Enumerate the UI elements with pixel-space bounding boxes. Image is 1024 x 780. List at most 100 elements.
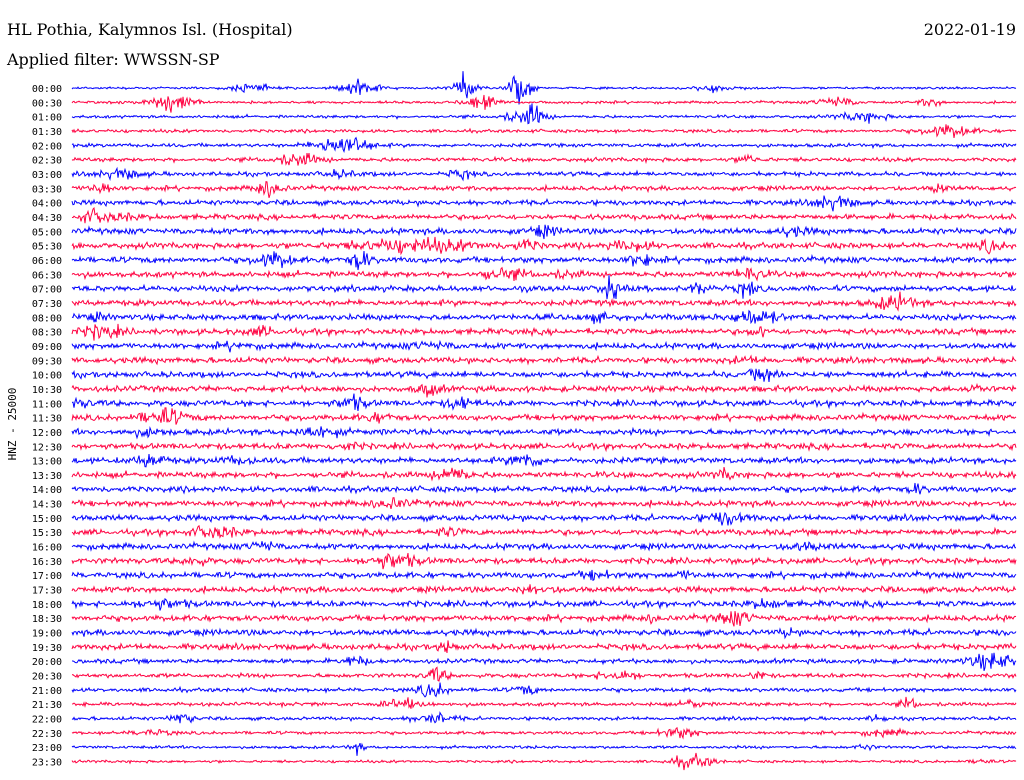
row-time-label: 15:30 bbox=[32, 528, 62, 539]
row-time-label: 06:30 bbox=[32, 270, 62, 281]
seismic-trace bbox=[71, 711, 1017, 724]
row-time-label: 09:30 bbox=[32, 356, 62, 367]
row-time-label: 04:00 bbox=[32, 199, 62, 210]
row-time-label: 13:00 bbox=[32, 457, 62, 468]
row-time-label: 22:30 bbox=[32, 729, 62, 740]
row-time-label: 03:30 bbox=[32, 184, 62, 195]
seismic-trace bbox=[71, 742, 1017, 756]
row-time-label: 11:30 bbox=[32, 414, 62, 425]
row-time-label: 01:00 bbox=[32, 113, 62, 124]
seismic-trace bbox=[71, 275, 1017, 300]
row-time-label: 09:00 bbox=[32, 342, 62, 353]
seismic-trace bbox=[71, 598, 1016, 611]
seismic-trace bbox=[71, 224, 1017, 240]
row-time-label: 12:30 bbox=[32, 442, 62, 453]
row-time-label: 19:00 bbox=[32, 629, 62, 640]
seismic-trace bbox=[71, 453, 1017, 468]
seismic-trace bbox=[71, 103, 1017, 125]
row-time-label: 08:00 bbox=[32, 313, 62, 324]
row-time-label: 14:30 bbox=[32, 500, 62, 511]
seismic-trace bbox=[71, 291, 1017, 312]
seismic-trace bbox=[71, 569, 1017, 582]
record-date: 2022-01-19 bbox=[923, 20, 1016, 39]
seismic-trace bbox=[71, 696, 1017, 709]
row-time-label: 14:00 bbox=[32, 485, 62, 496]
row-time-label: 00:00 bbox=[32, 84, 62, 95]
seismic-trace bbox=[71, 511, 1017, 526]
row-time-label: 18:00 bbox=[32, 600, 62, 611]
row-time-label: 16:00 bbox=[32, 543, 62, 554]
seismic-trace bbox=[71, 584, 1017, 595]
seismic-trace bbox=[71, 236, 1017, 256]
row-time-label: 13:30 bbox=[32, 471, 62, 482]
row-time-label: 10:00 bbox=[32, 371, 62, 382]
seismic-trace bbox=[71, 752, 1017, 771]
seismic-trace bbox=[71, 339, 1017, 353]
row-time-label: 00:30 bbox=[32, 98, 62, 109]
seismic-trace bbox=[71, 552, 1017, 570]
station-title: HL Pothia, Kalymnos Isl. (Hospital) bbox=[7, 20, 293, 39]
row-time-label: 07:00 bbox=[32, 285, 62, 296]
row-time-label: 21:00 bbox=[32, 686, 62, 697]
row-time-label: 02:30 bbox=[32, 156, 62, 167]
seismic-trace bbox=[71, 407, 1017, 425]
row-time-label: 12:00 bbox=[32, 428, 62, 439]
seismic-trace bbox=[71, 309, 1017, 325]
seismic-trace bbox=[71, 250, 1017, 271]
seismic-trace bbox=[71, 207, 1017, 224]
row-time-label: 18:30 bbox=[32, 614, 62, 625]
row-time-label: 20:30 bbox=[32, 672, 62, 683]
seismic-trace bbox=[72, 652, 1017, 672]
seismic-trace bbox=[71, 393, 1017, 411]
seismic-trace bbox=[71, 497, 1017, 510]
seismic-trace bbox=[71, 354, 1017, 366]
seismic-trace bbox=[71, 94, 1017, 113]
seismic-trace bbox=[71, 482, 1017, 495]
seismic-trace bbox=[71, 382, 1017, 398]
row-time-label: 06:00 bbox=[32, 256, 62, 267]
row-time-label: 20:00 bbox=[32, 657, 62, 668]
seismic-trace bbox=[71, 726, 1017, 740]
seismic-trace bbox=[71, 466, 1017, 482]
row-time-label: 17:00 bbox=[32, 571, 62, 582]
seismic-trace bbox=[71, 153, 1017, 166]
seismic-trace bbox=[71, 611, 1017, 627]
filter-label: Applied filter: WWSSN-SP bbox=[7, 50, 220, 69]
seismic-trace bbox=[71, 323, 1017, 341]
row-time-label: 03:00 bbox=[32, 170, 62, 181]
seismic-trace bbox=[71, 627, 1017, 640]
seismic-trace bbox=[71, 71, 1017, 105]
seismic-trace bbox=[71, 425, 1017, 440]
row-time-label: 23:00 bbox=[32, 743, 62, 754]
row-time-label: 17:30 bbox=[32, 586, 62, 597]
seismic-trace bbox=[71, 682, 1017, 698]
row-time-label: 10:30 bbox=[32, 385, 62, 396]
row-time-label: 01:30 bbox=[32, 127, 62, 138]
row-time-label: 21:30 bbox=[32, 700, 62, 711]
row-time-label: 16:30 bbox=[32, 557, 62, 568]
row-time-label: 08:30 bbox=[32, 328, 62, 339]
row-time-label: 22:00 bbox=[32, 715, 62, 726]
seismic-trace bbox=[71, 180, 1017, 198]
row-time-label: 05:00 bbox=[32, 227, 62, 238]
row-time-label: 02:00 bbox=[32, 141, 62, 152]
seismic-trace bbox=[71, 124, 1017, 138]
seismic-trace bbox=[71, 666, 1017, 682]
row-time-label: 23:30 bbox=[32, 758, 62, 769]
seismic-trace bbox=[71, 136, 1017, 153]
seismic-trace bbox=[71, 441, 1017, 453]
seismic-trace bbox=[71, 640, 1017, 653]
seismic-trace bbox=[71, 195, 1017, 212]
row-time-label: 04:30 bbox=[32, 213, 62, 224]
seismic-trace bbox=[71, 524, 1017, 539]
seismic-trace bbox=[71, 368, 1017, 383]
row-time-label: 05:30 bbox=[32, 242, 62, 253]
row-time-label: 07:30 bbox=[32, 299, 62, 310]
row-time-label: 19:30 bbox=[32, 643, 62, 654]
seismic-trace bbox=[71, 166, 1017, 182]
row-time-label: 11:00 bbox=[32, 399, 62, 410]
seismic-trace bbox=[71, 266, 1017, 282]
row-time-label: 15:00 bbox=[32, 514, 62, 525]
